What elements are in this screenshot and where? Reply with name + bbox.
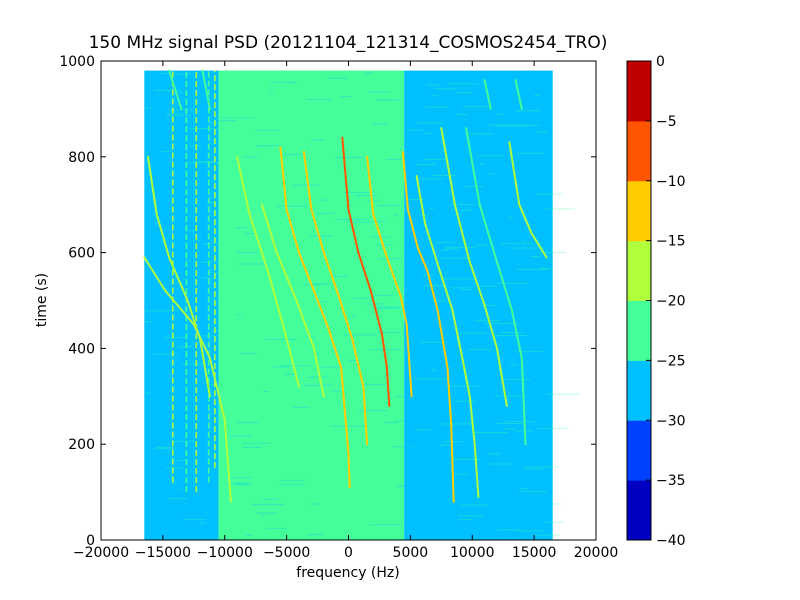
- doppler-trace-9: [341, 136, 391, 407]
- x-tick-label: −10000: [197, 545, 253, 561]
- doppler-trace-8: [302, 151, 369, 446]
- colorbar-segment-4: [627, 240, 651, 301]
- y-tick-label: 0: [86, 533, 95, 549]
- colorbar-tick-label: −20: [656, 294, 686, 310]
- chart-title: 150 MHz signal PSD (20121104_121314_COSM…: [89, 33, 608, 53]
- doppler-trace-13: [440, 127, 508, 407]
- colorbar-segment-6: [627, 120, 651, 182]
- colorbar-tick-label: −5: [656, 114, 677, 130]
- doppler-trace-16: [483, 79, 492, 110]
- background-band-1: [218, 70, 405, 540]
- x-tick-label: −20000: [73, 545, 129, 561]
- doppler-trace-7: [279, 146, 351, 489]
- y-tick-label: 400: [68, 341, 95, 357]
- y-tick-label: 800: [68, 150, 95, 166]
- colorbar-segment-7: [627, 61, 651, 122]
- doppler-trace-10: [366, 155, 413, 398]
- y-tick-label: 600: [68, 246, 95, 262]
- colorbar-tick-label: −35: [656, 473, 686, 489]
- colorbar: −40 −35 −30 −25 −20 −15 −10 −5 0: [626, 54, 686, 549]
- colorbar-segment-3: [627, 300, 651, 361]
- x-tick-label: −5000: [263, 545, 310, 561]
- colorbar-tick-label: −40: [656, 533, 686, 549]
- doppler-trace-3: [201, 69, 211, 110]
- colorbar-tick-label: −15: [656, 234, 686, 250]
- colorbar-segment-2: [627, 360, 651, 421]
- x-tick-label: −15000: [135, 545, 191, 561]
- y-tick-label: 200: [68, 437, 95, 453]
- y-tick-label: 1000: [59, 54, 95, 70]
- x-tick-label: 10000: [450, 545, 495, 561]
- doppler-trace-2: [168, 69, 183, 110]
- doppler-trace-12: [415, 175, 480, 498]
- doppler-trace-6: [260, 203, 325, 398]
- x-axis-label: frequency (Hz): [296, 565, 399, 581]
- noise-texture: [144, 72, 582, 540]
- x-axis: −20000 −15000 −10000 −5000 0 5000 10000 15000 20…: [73, 61, 618, 561]
- x-tick-label: 20000: [574, 545, 619, 561]
- colorbar-segment-5: [627, 180, 651, 242]
- background-band-0: [144, 70, 219, 540]
- colorbar-tick-label: −30: [656, 413, 686, 429]
- doppler-trace-1: [147, 155, 211, 398]
- colorbar-tick-label: −10: [656, 174, 686, 190]
- doppler-trace-15: [508, 141, 548, 259]
- x-tick-label: 5000: [393, 545, 429, 561]
- doppler-trace-4: [226, 84, 236, 120]
- doppler-trace-14: [465, 127, 527, 446]
- x-tick-label: 0: [344, 545, 353, 561]
- colorbar-segment-1: [627, 420, 651, 481]
- doppler-trace-17: [514, 79, 523, 110]
- spectrogram-plot-area: [143, 69, 582, 540]
- doppler-trace-0: [143, 256, 232, 503]
- colorbar-segment-0: [627, 480, 651, 541]
- colorbar-tick-label: 0: [656, 54, 665, 70]
- doppler-trace-5: [236, 155, 300, 388]
- doppler-trace-11: [401, 151, 455, 503]
- y-axis-label: time (s): [34, 273, 50, 327]
- background-band-2: [404, 70, 553, 540]
- x-tick-label: 15000: [512, 545, 557, 561]
- y-axis: 0 200 400 600 800 1000: [59, 54, 596, 549]
- colorbar-tick-label: −25: [656, 353, 686, 369]
